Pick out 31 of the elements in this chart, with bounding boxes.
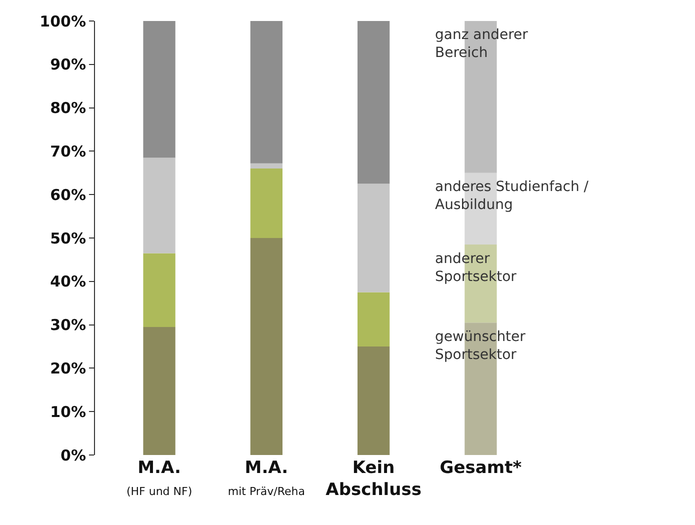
x-tick-label: Kein Abschluss [326, 458, 422, 500]
y-tick-label: 100% [40, 12, 86, 30]
bar [143, 253, 176, 327]
bar [358, 184, 390, 292]
y-tick-label: 70% [50, 142, 86, 160]
y-tick-label: 0% [60, 446, 86, 464]
bar [250, 238, 282, 455]
series-label: anderes Studienfach / Ausbildung [435, 179, 589, 214]
x-tick-label: Gesamt* [440, 458, 522, 478]
y-tick-label: 90% [50, 56, 86, 74]
y-tick-label: 20% [50, 359, 86, 378]
x-tick-label: M.A. (HF und NF) [126, 458, 192, 498]
bar [143, 326, 176, 455]
bar [250, 168, 282, 238]
y-tick-label: 30% [50, 316, 86, 334]
x-tick-label: M.A. mit Präv/Reha [228, 458, 305, 498]
series-label: gewünschter Sportsektor [435, 329, 526, 364]
y-tick-label: 60% [50, 186, 86, 204]
bar [358, 292, 390, 346]
bar [358, 346, 390, 455]
series-label: anderer Sportsektor [435, 251, 517, 286]
y-tick-label: 40% [50, 272, 86, 291]
bar [250, 163, 282, 169]
series-label: ganz anderer Bereich [435, 27, 528, 62]
y-tick-label: 80% [50, 99, 86, 118]
y-tick-label: 50% [50, 229, 86, 248]
bar [250, 21, 282, 164]
bar [358, 21, 390, 184]
y-tick-label: 10% [50, 402, 86, 421]
bar [143, 21, 176, 158]
bar [143, 158, 176, 254]
